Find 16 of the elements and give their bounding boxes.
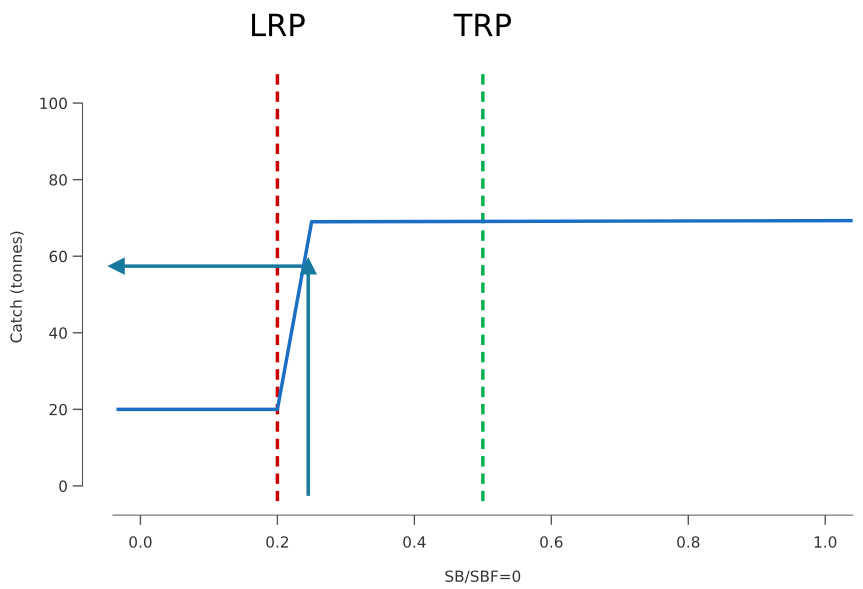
ref-line-label: LRP — [252, 14, 305, 36]
ref-line-label: TRP — [454, 14, 511, 36]
y-tick-label: 20 — [50, 404, 67, 416]
x-tick-label: 0.2 — [266, 536, 288, 548]
y-tick-label: 60 — [50, 250, 67, 262]
x-tick-label: 0.6 — [540, 536, 563, 548]
x-tick-label: 0.8 — [677, 536, 700, 548]
x-tick-label: 0.0 — [129, 536, 152, 548]
y-tick-label: 100 — [40, 98, 67, 110]
x-tick-label: 0.4 — [403, 536, 426, 548]
y-axis-title: Catch (tonnes) — [10, 232, 24, 342]
y-tick-label: 0 — [59, 480, 67, 492]
x-tick-label: 1.0 — [814, 536, 836, 548]
y-tick-label: 80 — [50, 174, 67, 186]
x-axis-title: SB/SBF=0 — [445, 570, 520, 584]
y-tick-label: 40 — [49, 327, 67, 339]
